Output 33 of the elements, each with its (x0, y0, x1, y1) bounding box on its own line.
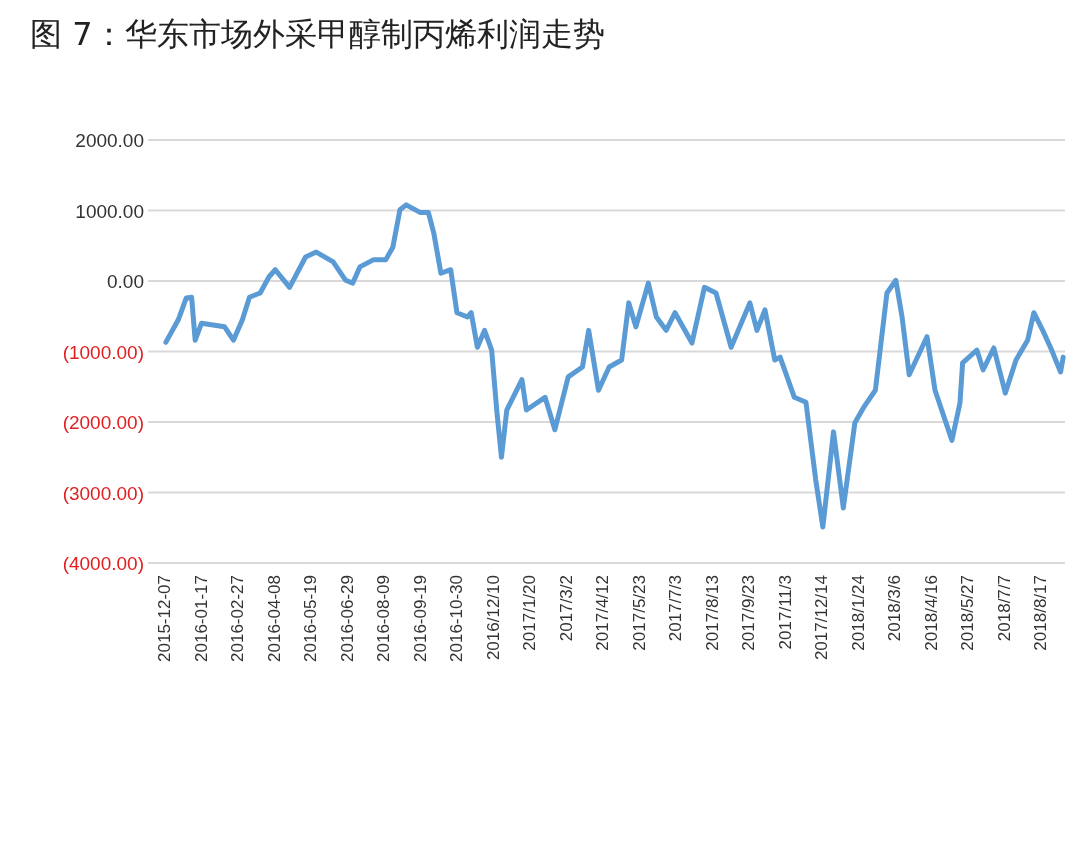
x-tick-label: 2016-02-27 (228, 575, 248, 662)
x-tick-label: 2017/11/3 (775, 575, 795, 650)
x-tick-label: 2016/12/10 (483, 575, 503, 661)
x-tick-label: 2017/9/23 (739, 575, 759, 651)
x-tick-label: 2018/8/17 (1031, 575, 1051, 651)
x-tick-label: 2016-06-29 (337, 575, 357, 662)
x-tick-label: 2017/5/23 (629, 575, 649, 651)
x-tick-label: 2018/7/7 (994, 575, 1014, 642)
x-tick-label: 2016-04-08 (264, 575, 284, 662)
x-tick-label: 2018/1/24 (848, 575, 868, 651)
x-tick-label: 2017/7/3 (666, 575, 686, 642)
y-tick-label: (3000.00) (62, 482, 144, 504)
y-tick-label: (1000.00) (62, 341, 144, 363)
y-tick-label: 0.00 (107, 271, 144, 292)
chart-title: 图 7：华东市场外采甲醇制丙烯利润走势 (30, 15, 605, 53)
x-tick-label: 2016-10-30 (447, 575, 467, 662)
y-tick-label: 1000.00 (75, 200, 144, 222)
x-tick-label: 2015-12-07 (155, 575, 175, 662)
y-tick-label: (4000.00) (62, 553, 144, 574)
y-tick-label: 2000.00 (75, 130, 144, 151)
x-tick-label: 2017/8/13 (702, 575, 722, 651)
x-tick-label: 2017/4/12 (593, 575, 613, 651)
x-tick-label: 2017/1/20 (520, 575, 540, 651)
x-tick-label: 2016-09-19 (410, 575, 430, 662)
x-tick-label: 2016-08-09 (374, 575, 394, 662)
x-tick-label: 2017/3/2 (556, 575, 576, 642)
x-tick-label: 2017/12/14 (812, 575, 832, 661)
x-tick-label: 2018/5/27 (958, 575, 978, 651)
x-tick-label: 2018/4/16 (921, 575, 941, 651)
x-tick-label: 2018/3/6 (885, 575, 905, 642)
x-tick-label: 2016-05-19 (301, 575, 321, 662)
x-tick-label: 2016-01-17 (191, 575, 211, 662)
y-tick-label: (2000.00) (62, 412, 144, 433)
